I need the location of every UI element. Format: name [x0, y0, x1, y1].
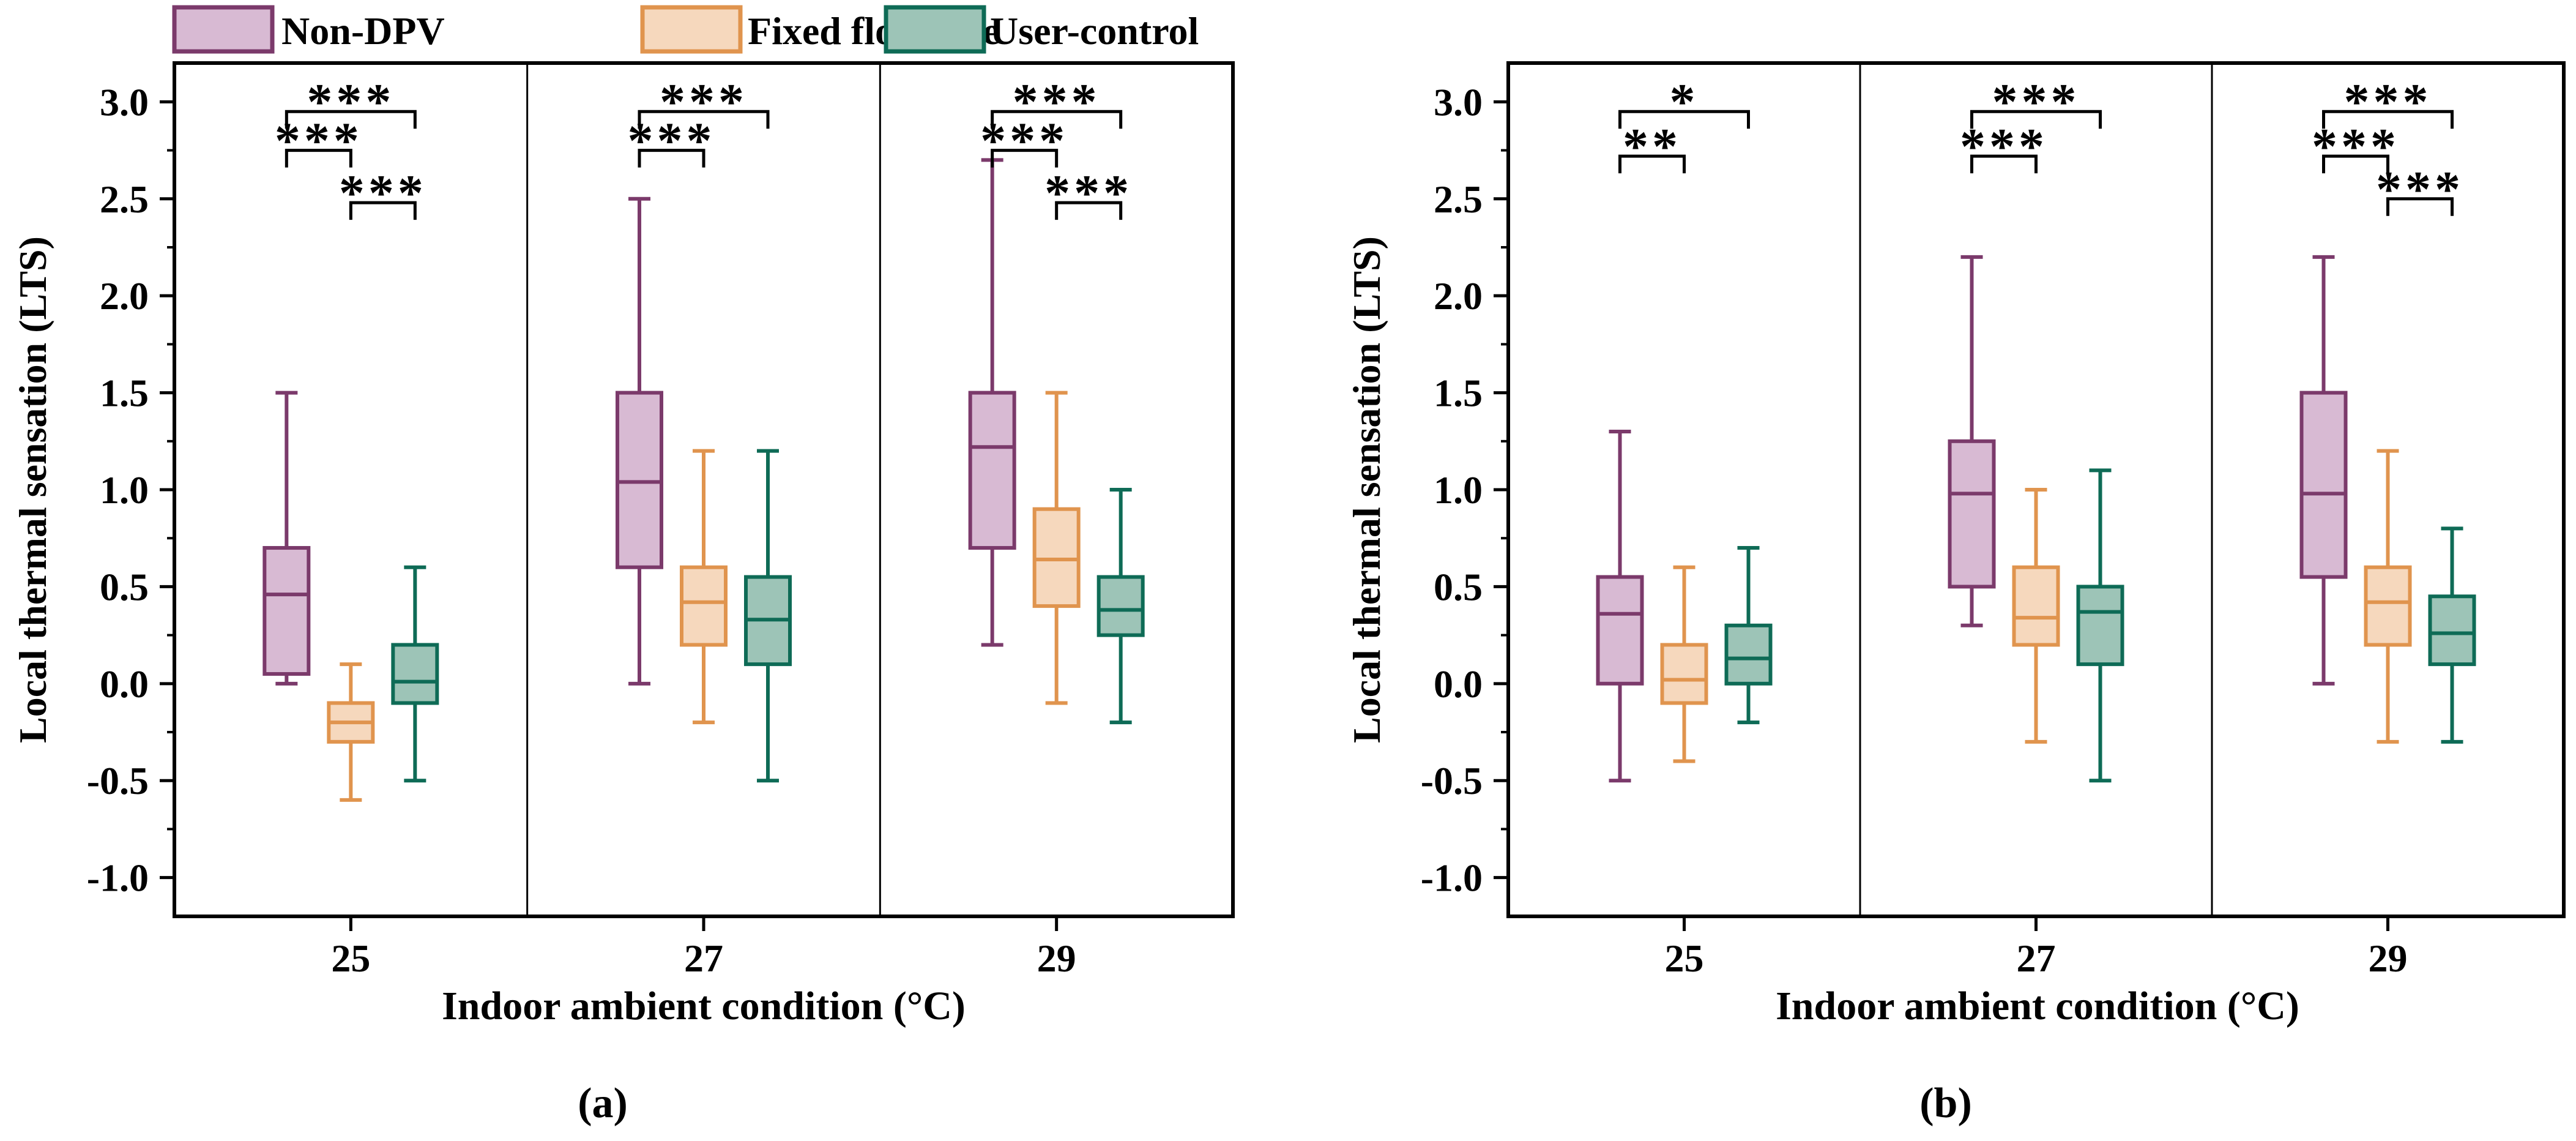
- box-iqr: [1096, 575, 1145, 637]
- legend-label-1: Non-DPV: [281, 9, 445, 53]
- significance-bracket: [991, 149, 1059, 168]
- significance-label: **: [1623, 118, 1681, 175]
- significance-bracket: [1618, 154, 1686, 174]
- significance-label: ***: [307, 73, 395, 130]
- box-iqr: [2076, 585, 2124, 667]
- y-tick-label: 0.0: [100, 662, 149, 706]
- significance-bracket: [1970, 154, 2038, 174]
- box-iqr: [262, 546, 311, 676]
- significance-bracket: [285, 110, 417, 129]
- box-iqr: [1660, 643, 1708, 705]
- significance-bracket: [1055, 201, 1123, 220]
- y-tick-label: 1.5: [1434, 372, 1483, 415]
- y-axis-title: Local thermal sensation (LTS): [1345, 236, 1388, 743]
- y-tick-label: 2.5: [100, 178, 149, 221]
- significance-bracket: [349, 201, 417, 220]
- x-tick-label: 29: [2369, 937, 2408, 980]
- panel-label: (b): [1919, 1080, 1972, 1127]
- y-tick-label: 0.5: [1434, 565, 1483, 608]
- significance-label: ***: [1044, 165, 1133, 222]
- box-iqr: [2299, 391, 2348, 579]
- y-tick-label: -1.0: [87, 856, 149, 900]
- significance-bracket: [2322, 154, 2389, 174]
- y-tick-label: 1.5: [100, 372, 149, 415]
- box-iqr: [2428, 594, 2476, 667]
- x-axis-title: Indoor ambient condition (°C): [1776, 984, 2299, 1028]
- y-tick-label: -0.5: [1421, 759, 1483, 802]
- box-iqr: [2364, 565, 2412, 647]
- box-iqr: [1596, 575, 1644, 686]
- y-tick-label: 1.0: [1434, 468, 1483, 512]
- y-tick-label: 3.0: [100, 80, 149, 124]
- box-iqr: [391, 643, 439, 705]
- x-tick-label: 27: [2017, 937, 2056, 980]
- box-iqr: [2012, 565, 2060, 647]
- significance-bracket: [638, 110, 770, 129]
- y-tick-label: 2.0: [1434, 274, 1483, 318]
- legend-swatch-2: [640, 5, 743, 54]
- box-iqr: [1948, 439, 1996, 589]
- legend-swatch-3: [884, 5, 986, 54]
- legend-label-3: User-control: [990, 9, 1199, 53]
- x-tick-label: 29: [1037, 937, 1076, 980]
- y-tick-label: 0.5: [100, 565, 149, 608]
- y-tick-label: -1.0: [1421, 856, 1483, 900]
- y-tick-label: 3.0: [1434, 80, 1483, 124]
- significance-label: ***: [2376, 161, 2464, 218]
- significance-bracket: [2322, 110, 2454, 129]
- significance-label: ***: [1013, 73, 1101, 130]
- significance-bracket: [991, 110, 1123, 129]
- y-axis-title: Local thermal sensation (LTS): [11, 236, 54, 743]
- y-tick-label: 2.5: [1434, 178, 1483, 221]
- significance-label: ***: [660, 73, 748, 130]
- significance-bracket: [1618, 110, 1750, 129]
- box-iqr: [680, 565, 728, 647]
- significance-label: ***: [1960, 118, 2048, 175]
- significance-bracket: [1970, 110, 2102, 129]
- significance-label: ***: [275, 113, 363, 170]
- legend-swatch-1: [172, 5, 275, 54]
- y-tick-label: -0.5: [87, 759, 149, 802]
- x-axis-title: Indoor ambient condition (°C): [442, 984, 966, 1028]
- y-tick-label: 2.0: [100, 274, 149, 318]
- x-tick-label: 27: [684, 937, 723, 980]
- box-iqr: [616, 391, 663, 569]
- significance-bracket: [285, 149, 352, 168]
- x-tick-label: 25: [1665, 937, 1704, 980]
- box-iqr: [968, 391, 1016, 550]
- box-iqr: [1724, 623, 1773, 686]
- significance-label: ***: [628, 113, 716, 170]
- significance-bracket: [2386, 197, 2454, 216]
- box-iqr: [1032, 507, 1081, 608]
- significance-label: ***: [2344, 73, 2432, 130]
- significance-label: ***: [1992, 73, 2080, 130]
- x-tick-label: 25: [331, 937, 370, 980]
- significance-label: ***: [2312, 118, 2400, 175]
- panel-label: (a): [578, 1080, 628, 1127]
- y-tick-label: 0.0: [1434, 662, 1483, 706]
- y-tick-label: 1.0: [100, 468, 149, 512]
- significance-bracket: [638, 149, 705, 168]
- significance-label: *: [1670, 73, 1699, 130]
- significance-label: ***: [339, 165, 427, 222]
- significance-label: ***: [980, 113, 1068, 170]
